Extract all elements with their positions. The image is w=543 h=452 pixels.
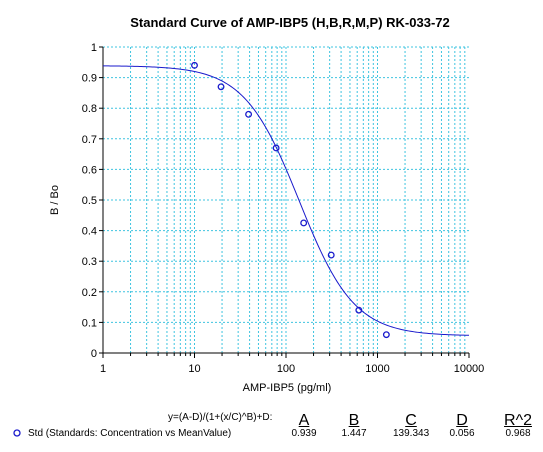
param-value-d: 0.056: [449, 428, 475, 439]
data-point: [272, 144, 280, 152]
x-axis-ticks: 1 10 100 1000 10000: [100, 353, 484, 375]
y-tick-label: 0.2: [82, 287, 97, 299]
param-header-c: C: [405, 412, 417, 429]
x-tick-label: 10000: [454, 363, 485, 375]
legend-marker-icon: [13, 429, 21, 437]
data-point: [217, 83, 225, 91]
y-tick-label: 0.5: [82, 195, 97, 207]
data-point: [382, 331, 390, 339]
x-tick-label: 100: [277, 363, 295, 375]
x-tick-label: 1000: [365, 363, 389, 375]
fit-curve: [102, 65, 470, 336]
param-header-d: D: [456, 412, 468, 429]
data-point: [245, 110, 253, 118]
data-point: [327, 251, 335, 259]
data-point: [355, 306, 363, 314]
param-value-r2: 0.968: [505, 428, 531, 439]
param-value-b: 1.447: [341, 428, 367, 439]
y-tick-label: 0.9: [82, 73, 97, 85]
y-tick-label: 0.3: [82, 256, 97, 268]
param-header-r2: R^2: [504, 412, 532, 429]
y-axis-ticks: 0 0.1 0.2 0.3 0.4 0.5 0.6 0.7 0.8 0.9 1: [82, 42, 103, 360]
x-tick-label: 1: [100, 363, 106, 375]
y-tick-label: 0.4: [82, 226, 97, 238]
y-tick-label: 0.7: [82, 134, 97, 146]
y-tick-label: 1: [91, 42, 97, 54]
param-header-a: A: [298, 412, 310, 429]
y-tick-label: 0: [91, 348, 97, 360]
x-tick-label: 10: [188, 363, 200, 375]
chart-grid: [103, 46, 469, 353]
param-header-b: B: [348, 412, 360, 429]
chart-title: Standard Curve of AMP-IBP5 (H,B,R,M,P) R…: [130, 15, 450, 30]
y-axis-label: B / Bo: [49, 185, 61, 215]
equation-text: y=(A-D)/(1+(x/C)^B)+D:: [168, 412, 273, 423]
y-tick-label: 0.1: [82, 317, 97, 329]
param-value-c: 139.343: [393, 428, 430, 439]
y-tick-label: 0.6: [82, 164, 97, 176]
x-axis-label: AMP-IBP5 (pg/ml): [243, 382, 332, 394]
data-point: [191, 61, 198, 69]
data-point: [300, 219, 308, 227]
y-tick-label: 0.8: [82, 103, 97, 115]
data-points: [191, 61, 390, 339]
legend-series-label: Std (Standards: Concentration vs MeanVal…: [28, 428, 232, 439]
param-value-a: 0.939: [291, 428, 317, 439]
